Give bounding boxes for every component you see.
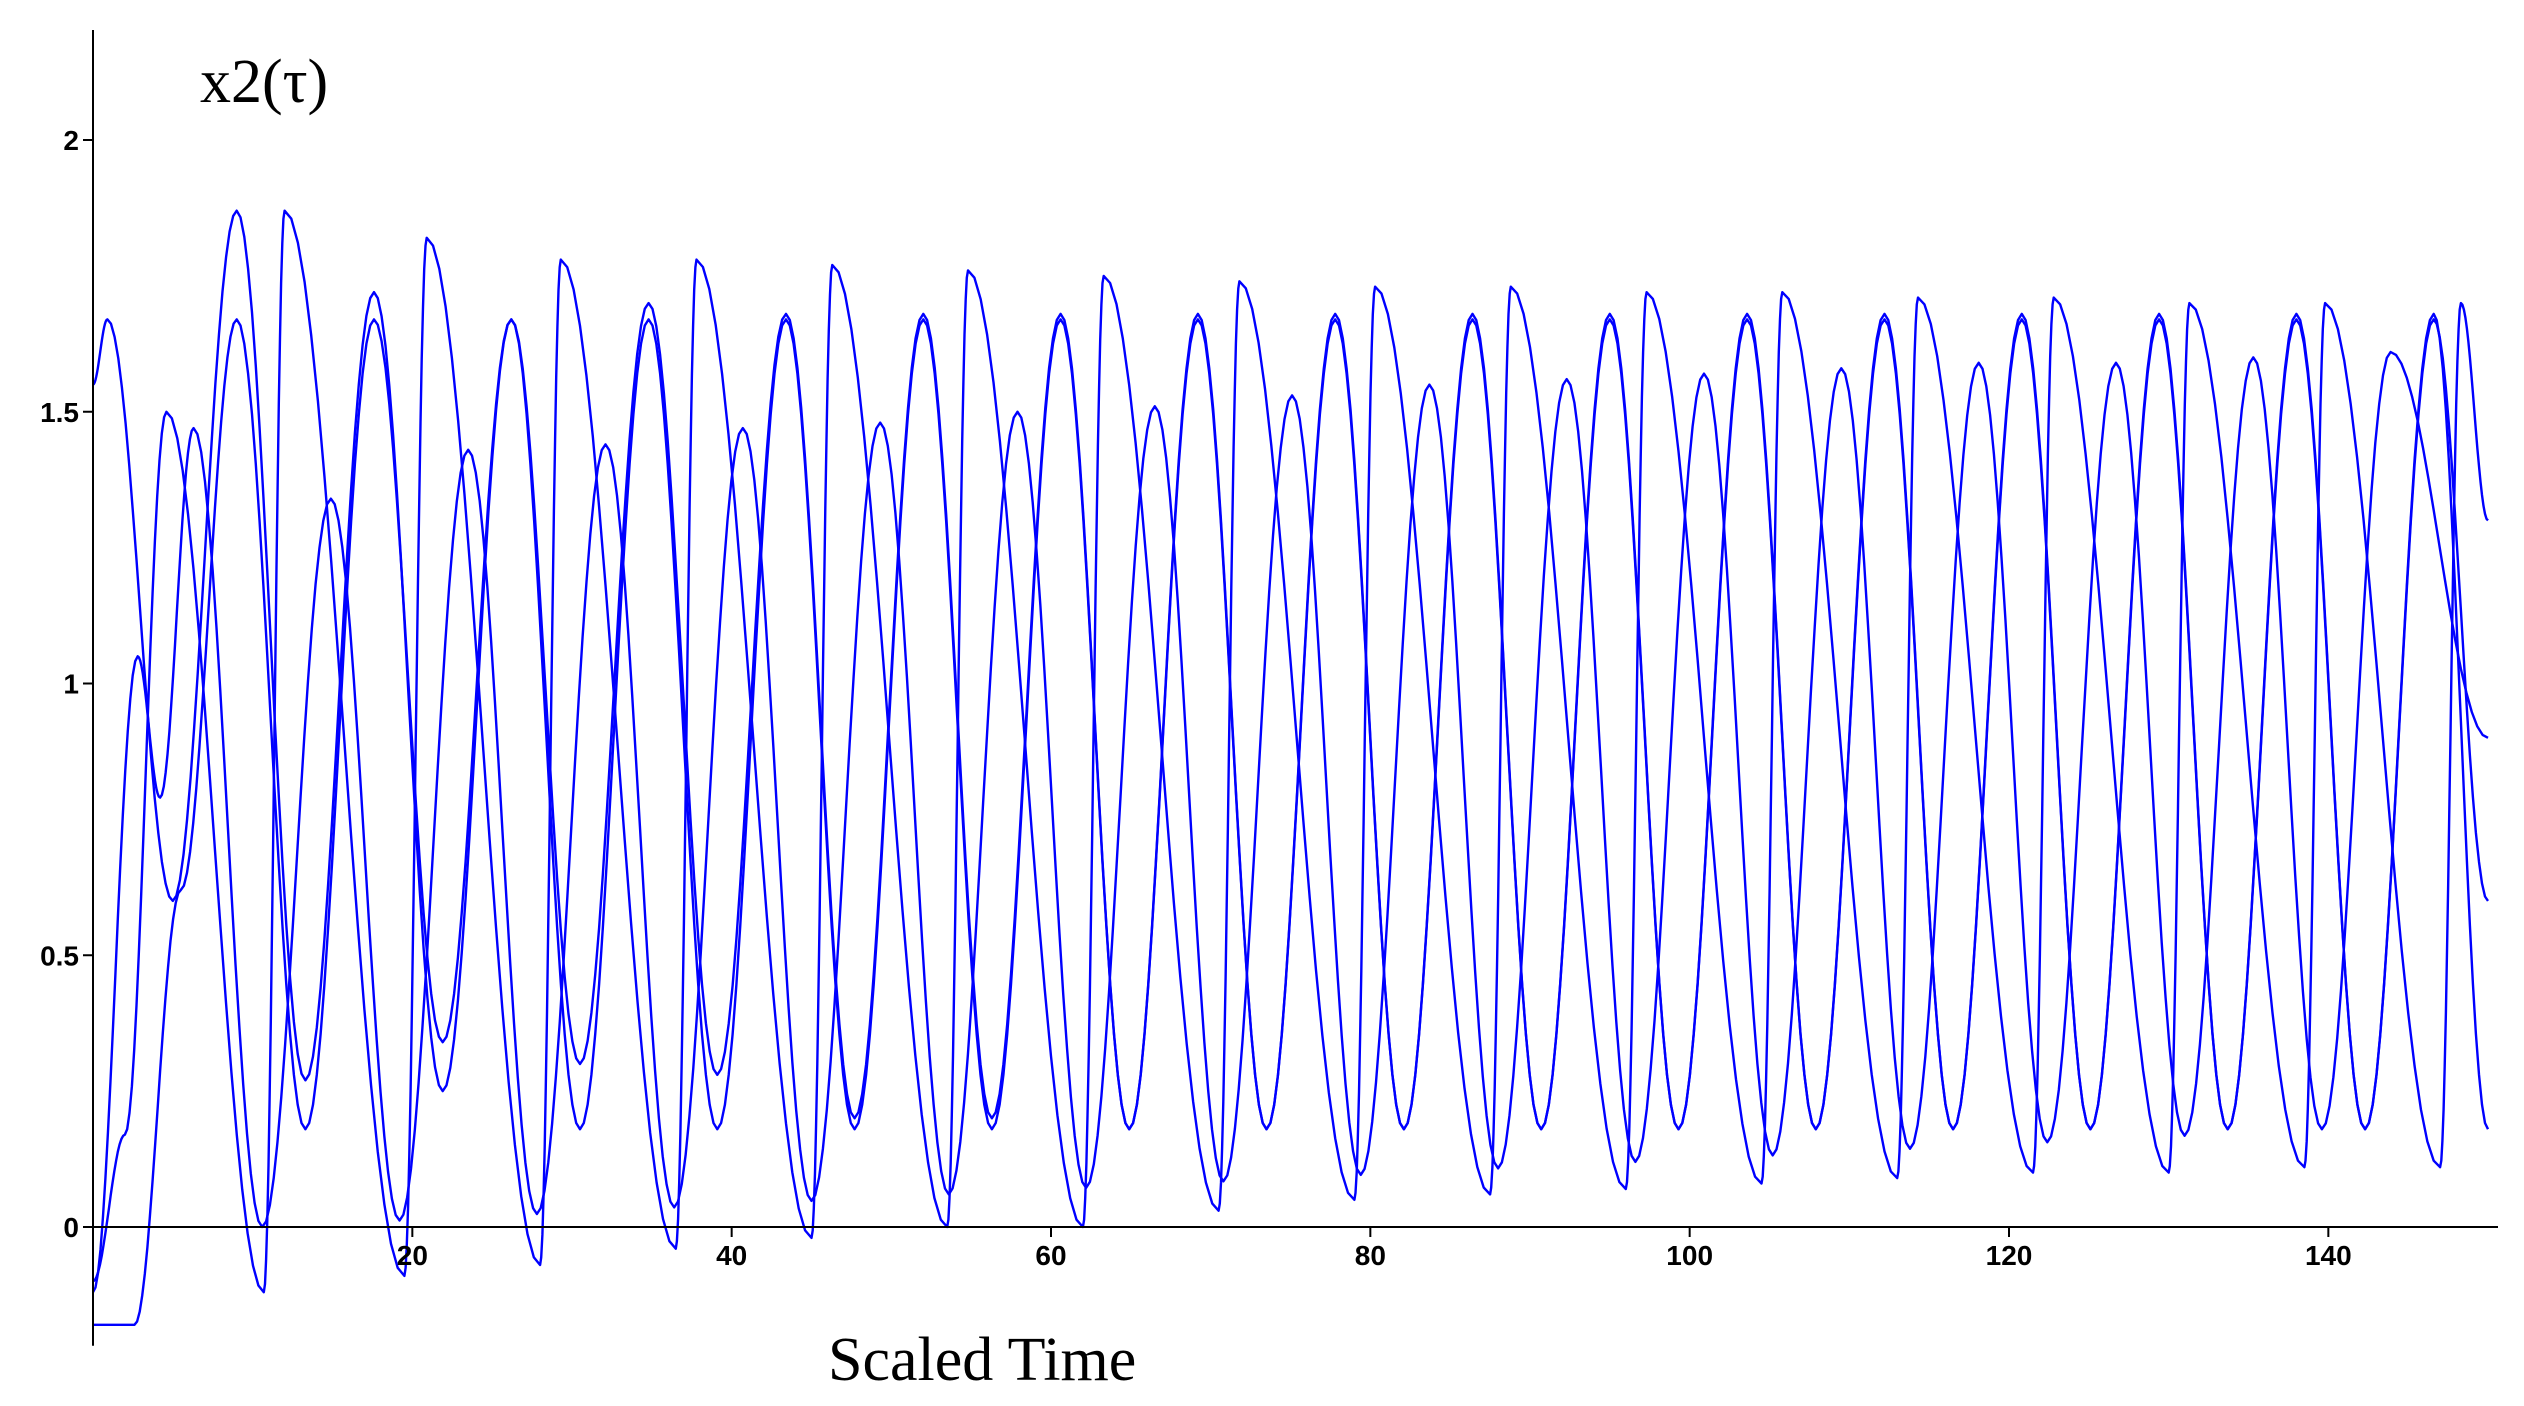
x-tick-label: 60: [1035, 1240, 1066, 1271]
series-line: [92, 209, 2489, 1294]
axes: [92, 30, 2498, 1346]
x-axis-title: Scaled Time: [828, 1326, 1136, 1394]
y-axis-title: x2(τ): [200, 48, 328, 116]
x-tick-label: 20: [397, 1240, 428, 1271]
y-tick-label: 1.5: [40, 397, 79, 428]
plot-area: [91, 209, 2490, 1326]
x-tick-label: 120: [1986, 1240, 2033, 1271]
x-tick-label: 40: [716, 1240, 747, 1271]
y-tick-label: 2: [63, 125, 79, 156]
ticks: 0 0.5 1 1.5 2 20 40 60 80 100 120 140: [40, 125, 2352, 1271]
x-tick-label: 80: [1355, 1240, 1386, 1271]
y-tick-label: 0.5: [40, 940, 79, 971]
series-line: [93, 318, 2489, 1326]
series-line: [91, 350, 2489, 1293]
y-tick-label: 0: [63, 1212, 79, 1243]
x-tick-label: 100: [1666, 1240, 1713, 1271]
y-tick-label: 1: [63, 669, 79, 700]
x-tick-label: 140: [2305, 1240, 2352, 1271]
